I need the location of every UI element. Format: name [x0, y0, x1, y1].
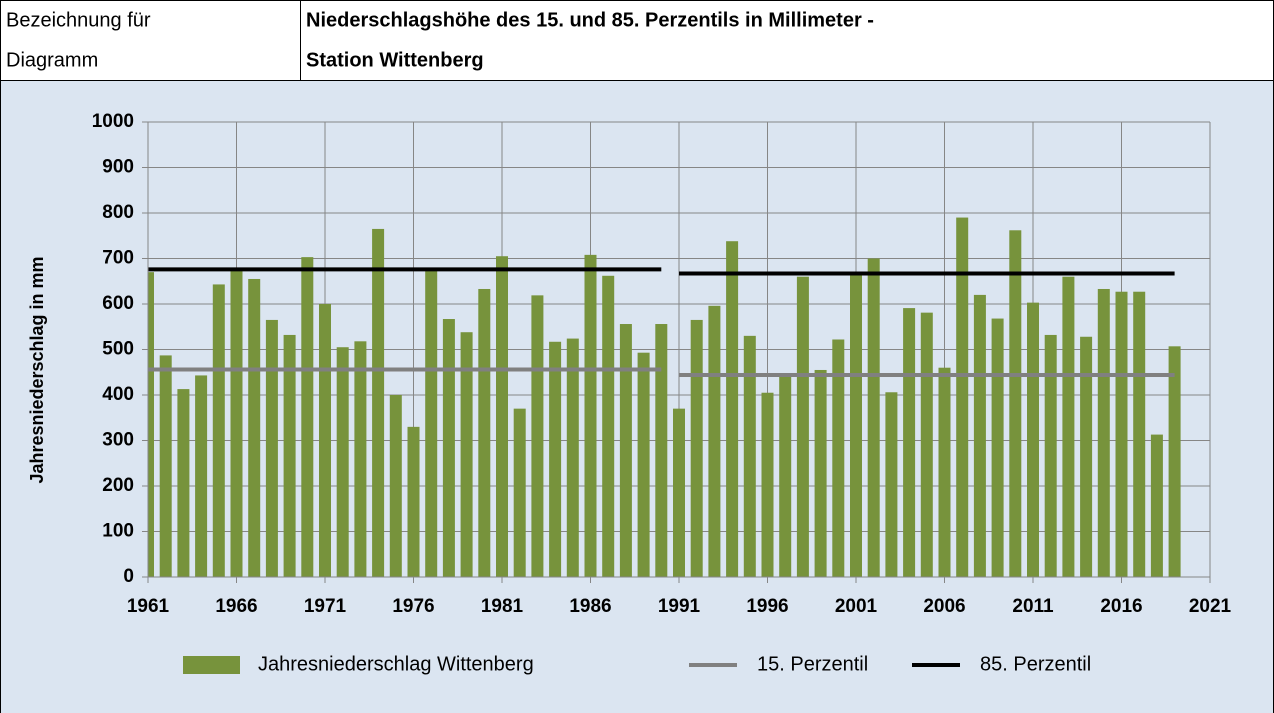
- x-tick-label: 1961: [127, 596, 170, 617]
- bar: [867, 258, 880, 577]
- y-tick-label: 100: [102, 521, 134, 542]
- header-label: Diagramm: [6, 49, 98, 71]
- bar: [478, 288, 491, 577]
- bar: [159, 355, 172, 577]
- x-tick-label: 1991: [658, 596, 701, 617]
- plot-area: [148, 217, 1181, 577]
- bar: [319, 304, 331, 577]
- bar: [1009, 230, 1022, 577]
- bar: [496, 256, 508, 577]
- bar: [566, 338, 579, 577]
- line: [148, 267, 1175, 276]
- legend-label: 85. Perzentil: [980, 653, 1091, 675]
- bar: [708, 305, 721, 577]
- bar: [619, 324, 632, 577]
- y-tick-label: 900: [102, 157, 134, 178]
- bar: [354, 341, 367, 577]
- y-tick-label: 1000: [92, 111, 134, 132]
- bar: [460, 332, 473, 577]
- bar: [531, 295, 544, 577]
- x-tick-label: 2016: [1100, 596, 1142, 617]
- bar: [832, 339, 845, 577]
- bar: [283, 334, 296, 577]
- legend-label: Jahresniederschlag Wittenberg: [258, 653, 534, 675]
- bar: [336, 347, 349, 577]
- bar: [425, 267, 438, 577]
- x-tick-label: 1996: [746, 596, 788, 617]
- bar: [726, 241, 739, 577]
- bar: [513, 408, 526, 577]
- bar: [248, 278, 261, 577]
- bar: [212, 284, 225, 577]
- y-tick-label: 600: [102, 293, 134, 314]
- bar: [301, 257, 314, 577]
- bar: [885, 392, 898, 577]
- bar: [973, 294, 986, 577]
- header-title: Station Wittenberg: [306, 49, 484, 71]
- bar: [673, 408, 685, 577]
- x-tick-label: 1981: [481, 596, 524, 617]
- bar: [903, 308, 916, 577]
- x-tick-label: 2001: [835, 596, 878, 617]
- bar: [407, 426, 420, 577]
- bar: [690, 319, 703, 577]
- y-tick-label: 700: [102, 248, 134, 269]
- bar: [1097, 288, 1110, 577]
- bar: [850, 272, 862, 577]
- bar: [177, 389, 190, 577]
- bar: [655, 324, 668, 577]
- bar: [1027, 302, 1039, 577]
- bar: [938, 367, 951, 577]
- chart-background: [0, 80, 1274, 713]
- x-tick-label: 1986: [569, 596, 611, 617]
- bar: [1044, 334, 1057, 577]
- y-tick-label: 400: [102, 384, 134, 405]
- bar: [1133, 291, 1146, 577]
- legend-label: 15. Perzentil: [757, 653, 868, 675]
- bar: [1080, 336, 1093, 577]
- bar: [956, 217, 969, 577]
- bar: [637, 352, 650, 577]
- bar: [1062, 276, 1075, 577]
- y-tick-label: 300: [102, 430, 134, 451]
- bar: [265, 319, 278, 577]
- line: [148, 367, 1175, 377]
- bar: [372, 228, 385, 577]
- y-tick-label: 0: [123, 566, 134, 587]
- y-axis-label: Jahresniederschlag in mm: [27, 256, 47, 483]
- bar: [761, 392, 774, 577]
- bar: [920, 312, 933, 577]
- bar: [389, 395, 402, 577]
- bar: [442, 319, 455, 577]
- bar: [230, 269, 243, 577]
- bar: [584, 254, 597, 577]
- legend-swatch: [183, 656, 240, 674]
- bar: [1150, 434, 1163, 577]
- y-tick-label: 500: [102, 339, 134, 360]
- y-tick-label: 800: [102, 202, 134, 223]
- header-title: Niederschlagshöhe des 15. und 85. Perzen…: [306, 9, 874, 31]
- bar: [1168, 346, 1181, 577]
- bar: [991, 318, 1004, 577]
- bar: [549, 341, 562, 577]
- x-tick-label: 1966: [215, 596, 257, 617]
- bar: [1115, 291, 1128, 577]
- bar: [779, 376, 792, 577]
- header-row: [0, 0, 1274, 81]
- bar: [602, 275, 615, 577]
- x-tick-label: 1976: [392, 596, 434, 617]
- bar: [796, 276, 809, 577]
- x-tick-label: 2006: [923, 596, 965, 617]
- x-tick-label: 1971: [304, 596, 347, 617]
- header-label: Bezeichnung für: [6, 9, 151, 31]
- x-tick-label: 2021: [1189, 596, 1232, 617]
- x-tick-label: 2011: [1012, 596, 1054, 617]
- bar: [743, 335, 756, 577]
- bar: [814, 369, 827, 577]
- y-tick-label: 200: [102, 475, 134, 496]
- bar: [148, 272, 154, 577]
- bar: [195, 375, 208, 577]
